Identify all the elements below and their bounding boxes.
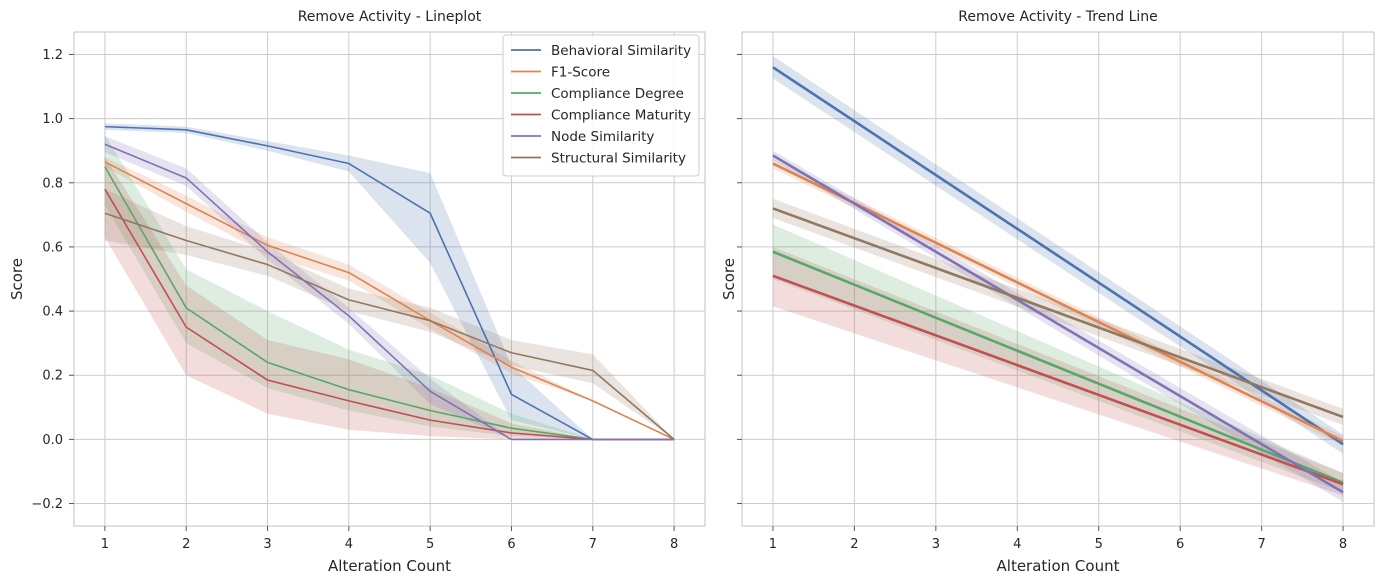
x-axis-label: Alteration Count — [997, 557, 1120, 575]
series-line — [104, 125, 675, 441]
confidence-band — [104, 189, 675, 440]
series-line — [772, 250, 1344, 484]
series-line — [772, 207, 1344, 419]
y-tick-label: 0.6 — [42, 240, 63, 255]
confidence-band — [104, 157, 675, 440]
legend-entry: Structural Similarity — [551, 151, 686, 167]
series-line — [104, 161, 675, 441]
x-tick-label: 5 — [426, 537, 434, 552]
legend-entry: Compliance Maturity — [551, 108, 691, 124]
series-line — [772, 154, 1344, 494]
legend: Behavioral Similarity F1-Score Compliance … — [502, 34, 700, 177]
confidence-band — [104, 157, 675, 440]
y-tick-label: 0.2 — [42, 369, 63, 384]
confidence-band — [104, 134, 675, 440]
series-line — [104, 212, 675, 440]
x-tick-label: 2 — [182, 537, 190, 552]
x-tick-label: 3 — [263, 537, 271, 552]
x-tick-label: 2 — [850, 537, 858, 552]
confidence-band — [104, 136, 675, 440]
x-axis-label: Alteration Count — [328, 557, 451, 575]
x-tick-label: 7 — [589, 537, 597, 552]
x-tick-label: 6 — [1176, 537, 1184, 552]
y-axis-label: Score — [720, 258, 738, 300]
axes-frame — [73, 31, 706, 527]
legend-entry: Node Similarity — [551, 129, 654, 145]
series-line — [104, 188, 675, 441]
x-tick-label: 4 — [1013, 537, 1021, 552]
x-tick-label: 8 — [1339, 537, 1347, 552]
confidence-band — [104, 123, 675, 440]
x-tick-label: 7 — [1257, 537, 1265, 552]
y-tick-label: 1.0 — [42, 112, 63, 127]
confidence-band — [772, 246, 1344, 496]
chart-title: Remove Activity - Lineplot — [298, 9, 482, 25]
y-tick-label: 0.4 — [42, 305, 63, 320]
x-tick-label: 3 — [932, 537, 940, 552]
axes-frame — [741, 31, 1375, 527]
lineplot-panel: 1 2 3 4 5 6 7 8 −0.2 0.0 0.2 0.4 0.6 0.8 1.0 1.2 Remove … — [8, 9, 706, 575]
y-tick-label: 0.0 — [42, 433, 63, 448]
series-line — [772, 274, 1344, 486]
legend-entry: Compliance Degree — [551, 86, 684, 102]
y-tick-label: 1.2 — [42, 48, 63, 63]
y-axis-label: Score — [8, 258, 26, 300]
legend-box — [502, 34, 700, 177]
legend-entry: F1-Score — [551, 65, 610, 81]
x-tick-label: 5 — [1095, 537, 1103, 552]
x-tick-label: 6 — [507, 537, 515, 552]
x-tick-label: 1 — [101, 537, 109, 552]
legend-entry: Behavioral Similarity — [551, 43, 691, 59]
y-tick-label: −0.2 — [31, 497, 63, 512]
trendline-panel: 1 2 3 4 5 6 7 8 Remove Activity - Trend Line Alte… — [720, 9, 1375, 575]
series-line — [772, 162, 1344, 443]
x-tick-label: 1 — [769, 537, 777, 552]
y-tick-label: 0.8 — [42, 176, 63, 191]
chart-title: Remove Activity - Trend Line — [958, 9, 1158, 25]
x-tick-label: 8 — [670, 537, 678, 552]
x-tick-label: 4 — [345, 537, 353, 552]
series-line — [104, 143, 675, 441]
